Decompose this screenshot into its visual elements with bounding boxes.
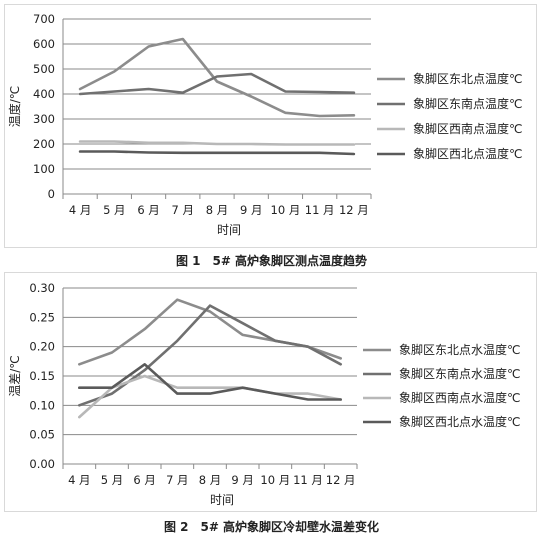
chart-1-x-tick-label: 7 月 (172, 203, 194, 217)
chart-1-x-tick-label: 5 月 (103, 203, 125, 217)
chart-1-x-axis-title: 时间 (217, 223, 241, 237)
chart-1-frame: 0 100 200 300 400 500 600 700 4 月 5 月 6 月 7 月 8 月 9 月… (4, 4, 537, 248)
chart-1-legend-label: 象脚区西北点温度℃ (413, 146, 522, 161)
chart-2-legend-label: 象脚区东北点水温度℃ (399, 342, 520, 357)
chart-2-y-axis-title: 温差/℃ (8, 355, 22, 397)
chart-2-y-tick-label: 0.30 (29, 281, 55, 295)
chart-2-series-line-3 (78, 374, 343, 419)
chart-2-x-tick-label: 7 月 (166, 473, 188, 487)
chart-2-svg: 0.00 0.05 0.10 0.15 0.20 0.25 0.30 4 月 5 月 6 月 7 月… (8, 281, 520, 507)
chart-2-series-line-2 (78, 304, 343, 407)
chart-2-x-tick-label: 10 月 (260, 473, 290, 487)
chart-2-x-axis-title: 时间 (210, 493, 234, 507)
chart-1-x-tick-label: 6 月 (137, 203, 159, 217)
chart-2-y-tick-label: 0.05 (29, 428, 55, 442)
chart-1-y-tick-label: 300 (33, 112, 55, 126)
chart-1-x-tick-label: 11 月 (305, 203, 335, 217)
chart-2-x-tick-label: 4 月 (68, 473, 90, 487)
chart-2-y-tick-label: 0.00 (29, 457, 55, 471)
chart-2-legend-label: 象脚区西南点水温度℃ (399, 390, 520, 405)
chart-2-x-tick-label: 12 月 (326, 473, 356, 487)
chart-1-legend-label: 象脚区东南点温度℃ (413, 96, 522, 111)
chart-2-x-tick-label: 5 月 (101, 473, 123, 487)
chart-1-x-tick-label: 9 月 (240, 203, 262, 217)
chart-2-y-tick-label: 0.10 (29, 398, 55, 412)
chart-1-y-tick-label: 500 (33, 62, 55, 76)
chart-2-x-tick-label: 6 月 (133, 473, 155, 487)
chart-1-series-line-2 (78, 72, 356, 96)
chart-2-y-tick-label: 0.15 (29, 369, 55, 383)
chart-1-series-line-3 (78, 140, 356, 146)
chart-1-y-tick-label: 100 (33, 162, 55, 176)
chart-1-y-tick-label: 0 (48, 187, 55, 201)
chart-2-legend-label: 象脚区西北点水温度℃ (399, 414, 520, 429)
chart-1-series-line-4 (78, 150, 356, 156)
chart-2-frame: 0.00 0.05 0.10 0.15 0.20 0.25 0.30 4 月 5 月 6 月 7 月… (4, 272, 537, 512)
chart-2-y-tick-label: 0.25 (29, 310, 55, 324)
chart-2-legend-label: 象脚区东南点水温度℃ (399, 366, 520, 381)
chart-1-caption: 图 1 5# 高炉象脚区测点温度趋势 (175, 254, 368, 268)
chart-1-series-line-1 (78, 37, 356, 118)
chart-1-svg: 0 100 200 300 400 500 600 700 4 月 5 月 6 月 7 月 8 月 9 月… (7, 12, 522, 237)
chart-2-x-tick-label: 9 月 (231, 473, 253, 487)
chart-1-y-tick-label: 400 (33, 87, 55, 101)
chart-1-legend-label: 象脚区西南点温度℃ (413, 121, 522, 136)
chart-2-x-tick-label: 11 月 (293, 473, 323, 487)
chart-1-legend-label: 象脚区东北点温度℃ (413, 71, 522, 86)
chart-1-y-tick-label: 200 (33, 137, 55, 151)
chart-2-caption: 图 2 5# 高炉象脚区冷却壁水温差变化 (163, 520, 380, 534)
chart-1-y-tick-label: 600 (33, 37, 55, 51)
chart-1-y-tick-label: 700 (33, 12, 55, 26)
chart-1-y-axis-title: 温度/℃ (7, 86, 22, 128)
chart-2-y-tick-label: 0.20 (29, 340, 55, 354)
chart-2-x-tick-label: 8 月 (199, 473, 221, 487)
chart-1-x-tick-label: 12 月 (339, 203, 369, 217)
chart-1-x-tick-label: 8 月 (206, 203, 228, 217)
chart-2-series-line-1 (78, 298, 343, 366)
chart-2-series-line-4 (78, 363, 343, 401)
chart-1-x-tick-label: 4 月 (69, 203, 91, 217)
chart-1-x-tick-label: 10 月 (271, 203, 301, 217)
